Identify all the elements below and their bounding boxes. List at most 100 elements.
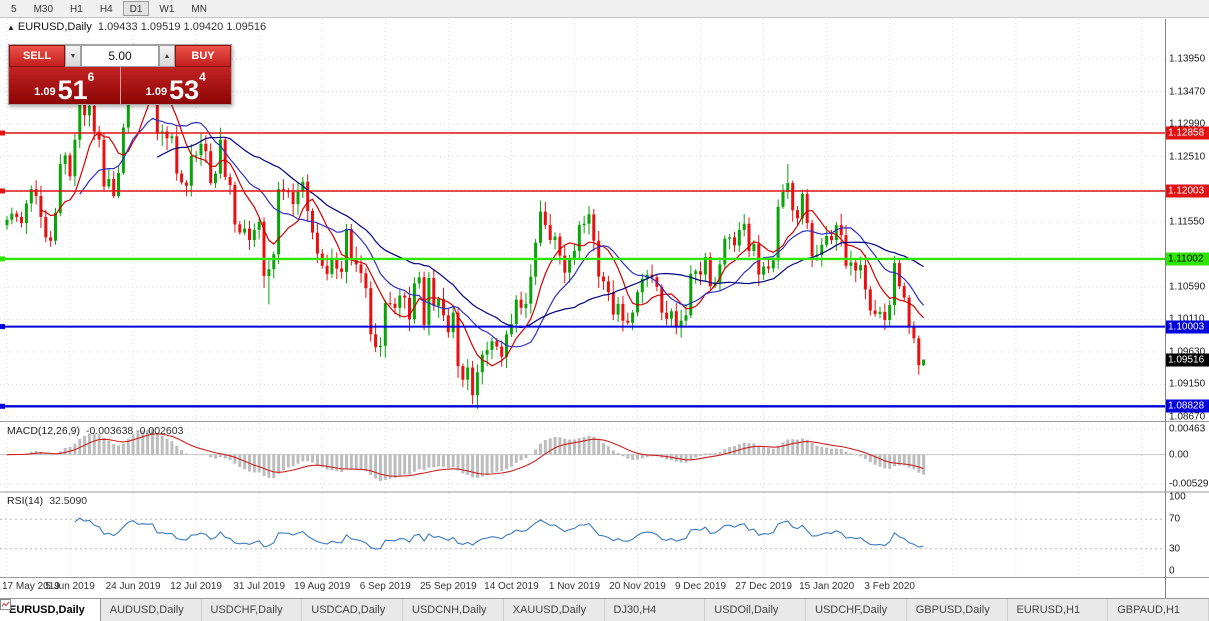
chart-tab-usdchf-daily[interactable]: USDCHF,Daily (0, 599, 907, 621)
chart-tab-label: USDCHF,Daily (815, 604, 888, 616)
macd-label: MACD(12,26,9) (7, 425, 80, 437)
chart-tab-label: GBPUSD,Daily (915, 604, 990, 616)
sell-price-panel[interactable]: 1.09 51 6 (9, 67, 120, 104)
macd-values: -0.003638 -0.002603 (85, 425, 184, 437)
rsi-label: RSI(14) (7, 495, 44, 507)
volume-input[interactable]: 5.00 (81, 45, 159, 67)
sell-price-pip: 6 (87, 70, 95, 84)
date-axis-label: 15 Jan 2020 (799, 581, 855, 592)
price-axis-label: 1.12510 (1169, 151, 1206, 163)
price-badge: 1.09516 (1166, 353, 1209, 367)
chart-tab-label: EURUSD,Daily (9, 604, 85, 616)
price-axis-label: 1.08670 (1169, 411, 1206, 423)
buy-button[interactable]: BUY (175, 45, 231, 67)
sell-price-main: 51 (57, 75, 88, 106)
chevron-down-icon: ▼ (69, 52, 77, 60)
buy-price-pip: 4 (199, 70, 206, 84)
date-axis-label: 25 Sep 2019 (419, 581, 477, 592)
date-axis-label: 1 Nov 2019 (548, 581, 601, 592)
chevron-up-icon: ▲ (163, 52, 171, 60)
chart-tab-usdcnh-daily[interactable]: USDCNH,Daily (0, 599, 504, 621)
chart-tab-gbpaud-h1[interactable]: GBPAUD,H1 (0, 599, 1209, 621)
chart-tab-label: DJ30,H4 (613, 604, 657, 616)
timeframe-toolbar: 5 M30 H1 H4 D1 W1 MN (0, 0, 1209, 18)
rsi-pane-header: RSI(14) 32.5090 (7, 495, 87, 507)
date-axis-label: 9 Dec 2019 (674, 581, 727, 592)
price-badge: 1.10003 (1166, 320, 1209, 334)
price-axis-label: 1.10590 (1169, 281, 1206, 293)
volume-increase-button[interactable]: ▲ (159, 45, 175, 67)
collapse-icon[interactable]: ▲ (7, 23, 15, 32)
trade-panel-controls: SELL ▼ 5.00 ▲ BUY (9, 45, 231, 67)
price-axis-label: 1.11550 (1169, 216, 1205, 228)
chart-tab-label: USDCAD,Daily (311, 604, 386, 616)
chart-tab-audusd-daily[interactable]: AUDUSD,Daily (0, 599, 202, 621)
chart-tab-eurusd-h1[interactable]: EURUSD,H1 (0, 599, 1109, 621)
buy-price-panel[interactable]: 1.09 53 4 (119, 67, 231, 106)
date-axis-label: 6 Sep 2019 (359, 581, 411, 592)
chart-tabs-bar: EURUSD,Daily AUDUSD,Daily USDCHF,Daily USDC… (0, 598, 1209, 621)
chart-tab-dj30-h4[interactable]: DJ30,H4 (0, 599, 706, 621)
date-axis-label: 5 Jun 2019 (45, 581, 95, 592)
timeframe-button-w1[interactable]: W1 (152, 1, 181, 16)
rsi-value: 32.5090 (49, 495, 88, 507)
date-axis-label: 3 Feb 2020 (864, 581, 915, 592)
timeframe-button-h1[interactable]: H1 (63, 1, 90, 16)
one-click-trade-panel: SELL ▼ 5.00 ▲ BUY 1.09 51 6 1.09 53 4 (8, 44, 232, 105)
timeframe-button-mn[interactable]: MN (184, 1, 214, 16)
buy-price-main: 53 (169, 75, 200, 106)
price-axis-label: 1.12990 (1169, 118, 1206, 130)
chart-tab-label: AUDUSD,Daily (109, 604, 184, 616)
date-axis-label: 17 May 2019 (2, 581, 60, 592)
chart-tab-usdcad-daily[interactable]: USDCAD,Daily (0, 599, 403, 621)
rsi-axis-label: 100 (1169, 491, 1186, 503)
timeframe-button-m30[interactable]: M30 (27, 1, 60, 16)
chart-tab-xauusd-daily[interactable]: XAUUSD,Daily (0, 599, 605, 621)
price-badge: 1.08828 (1166, 399, 1209, 413)
trade-panel-prices: 1.09 51 6 1.09 53 4 (9, 67, 231, 104)
chart-tab-eurusd-daily[interactable]: EURUSD,Daily (0, 599, 101, 621)
sell-price-prefix: 1.09 (34, 86, 56, 98)
timeframe-button-d1[interactable]: D1 (122, 1, 150, 16)
chart-tab-usdoil-daily[interactable]: USDOil,Daily (0, 599, 806, 621)
rsi-axis-label: 70 (1169, 513, 1181, 525)
chart-symbol: EURUSD,Daily (17, 21, 92, 33)
date-axis-label: 14 Oct 2019 (484, 581, 539, 592)
chart-tab-label: USDCNH,Daily (412, 604, 487, 616)
date-axis-label: 19 Aug 2019 (294, 581, 351, 592)
date-axis-label: 24 Jun 2019 (105, 581, 161, 592)
chart-tab-label: XAUUSD,Daily (512, 604, 587, 616)
date-axis-label: 20 Nov 2019 (609, 581, 666, 592)
macd-pane-header: MACD(12,26,9) -0.003638 -0.002603 (7, 425, 183, 437)
date-axis-label: 31 Jul 2019 (233, 581, 286, 592)
macd-axis-label: -0.00529 (1169, 478, 1209, 490)
price-axis-label: 1.13950 (1169, 53, 1206, 65)
macd-axis-label: 0.00463 (1169, 423, 1206, 435)
chart-tab-label: USDOil,Daily (714, 604, 779, 616)
chart-title: ▲ EURUSD,Daily 1.09433 1.09519 1.09420 1.0… (7, 21, 266, 33)
chart-tab-usdchf-daily[interactable]: USDCHF,Daily (0, 599, 303, 621)
date-axis-label: 12 Jul 2019 (170, 581, 222, 592)
price-axis-label: 1.10110 (1169, 314, 1204, 325)
volume-decrease-button[interactable]: ▼ (65, 45, 81, 67)
chart-ohlc: 1.09433 1.09519 1.09420 1.09516 (97, 21, 267, 33)
price-badge: 1.11002 (1166, 252, 1209, 266)
macd-axis-label: 0.00 (1169, 449, 1189, 461)
price-axis-label: 1.09630 (1169, 346, 1206, 358)
chart-tab-label: USDCHF,Daily (210, 604, 283, 616)
chart-tab-label: EURUSD,H1 (1016, 604, 1081, 616)
timeframe-button-5[interactable]: 5 (4, 1, 24, 16)
chart-tab-gbpusd-daily[interactable]: GBPUSD,Daily (0, 599, 1008, 621)
sell-button[interactable]: SELL (9, 45, 65, 67)
timeframe-button-h4[interactable]: H4 (93, 1, 120, 16)
price-axis-label: 1.13470 (1169, 86, 1206, 98)
price-badge: 1.12858 (1166, 126, 1209, 140)
rsi-axis-label: 0 (1169, 565, 1175, 577)
chart-tab-label: GBPAUD,H1 (1117, 604, 1181, 616)
buy-price-prefix: 1.09 (145, 86, 168, 98)
rsi-axis-label: 30 (1169, 543, 1181, 555)
price-badge: 1.12003 (1166, 184, 1209, 198)
price-axis-label: 1.09150 (1169, 378, 1206, 390)
